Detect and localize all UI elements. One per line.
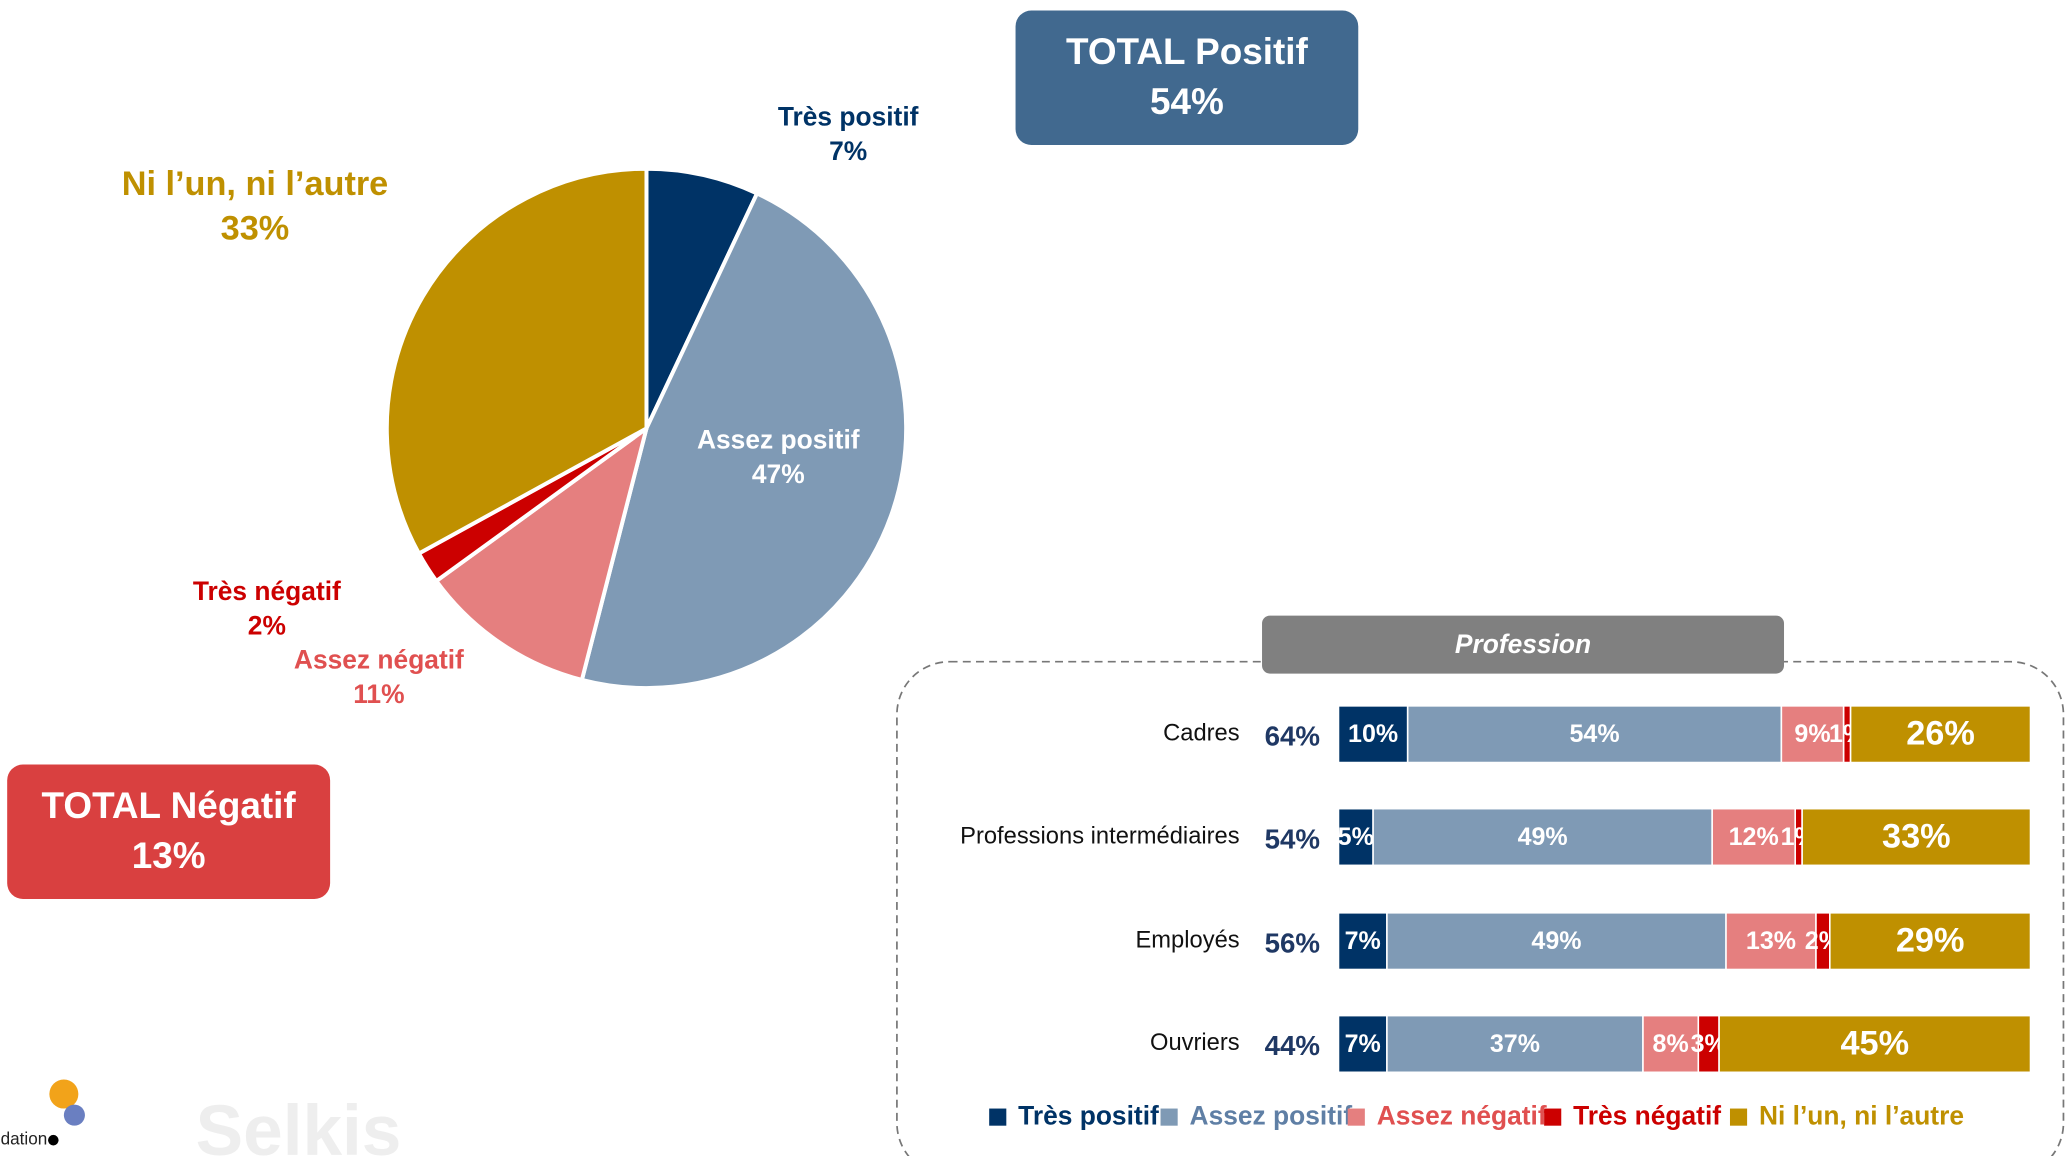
category-label: Cadres [1163,720,1239,746]
total-label: 56% [1265,927,1320,958]
pie-slice [579,190,909,691]
bar-segment [1780,705,1845,764]
segment-label: 29% [1896,922,1965,960]
legend-swatch [1544,1108,1562,1126]
total-title: TOTAL Positif [1066,31,1309,72]
segment-label: 26% [1906,715,1975,753]
legend-swatch [1160,1108,1178,1126]
segment-label: 8% [1653,1030,1689,1058]
legend-label: Assez positif [1190,1101,1353,1131]
slice-label: Très négatif [193,576,341,606]
category-label: Professions intermédiaires [960,823,1239,849]
slice-label: Ni l’un, ni l’autre [122,165,389,203]
logo: Selkis [196,1092,402,1156]
pie-slice [384,166,649,557]
segment-label: 49% [1531,927,1581,955]
total-label: 64% [1265,720,1320,751]
bar-segment [1386,912,1727,971]
total-value: 13% [132,835,206,876]
total-box [1015,10,1359,145]
logo-dot [49,1079,79,1109]
segment-label: 5% [1338,823,1374,851]
slice-value: 7% [829,136,867,166]
legend-swatch [1729,1108,1748,1126]
slice-value: 2% [248,610,286,640]
slice-value: 33% [221,209,290,247]
total-label: 54% [1265,823,1320,854]
segment-label: 9% [1794,720,1830,748]
bar-segment [1711,807,1797,867]
segment-label: 12% [1729,823,1779,851]
bar-segment [1642,1014,1700,1074]
bar-segment [1718,1014,2032,1074]
bar-segment [1725,912,1817,971]
total-box [7,764,331,899]
slice-value: 11% [353,679,404,709]
bar-segment [1337,705,1409,764]
legend-label: Très positif [1018,1101,1159,1131]
segment-label: 45% [1841,1024,1910,1062]
segment-label: 49% [1518,823,1568,851]
group-header [1262,615,1785,674]
pie-slice [433,423,650,683]
pie-slice [644,166,760,430]
bar-segment [1337,807,1374,867]
legend-label: Ni l’un, ni l’autre [1759,1101,1964,1131]
total-value: 54% [1150,81,1224,122]
slice-label: Très positif [778,102,919,132]
logo-dot [48,1134,59,1146]
total-title: TOTAL Négatif [42,785,297,826]
category-label: Employés [1135,927,1239,953]
partner-logo: dation [1,1129,48,1149]
bar-segment [1337,1014,1388,1074]
slice-label: Assez négatif [294,645,464,675]
bar-segment [1406,705,1783,764]
slice-value: 47% [752,459,805,489]
total-label: 44% [1265,1030,1320,1061]
group-title: Profession [1455,629,1591,659]
segment-label: 33% [1882,817,1951,855]
bar-segment [1801,807,2032,867]
slice-label: Assez positif [697,425,860,455]
bar-segment [1829,912,2032,971]
legend-label: Assez négatif [1377,1101,1547,1131]
segment-label: 7% [1345,927,1381,955]
segment-label: 13% [1746,927,1796,955]
category-label: Ouvriers [1150,1030,1240,1056]
bar-segment [1386,1014,1644,1074]
legend-swatch [1347,1108,1365,1126]
logo-dot [63,1104,85,1126]
legend-swatch [989,1108,1007,1126]
segment-label: 7% [1345,1030,1381,1058]
bar-segment [1337,912,1388,971]
segment-label: 37% [1490,1030,1540,1058]
bar-segment [1849,705,2032,764]
segment-label: 54% [1569,720,1619,748]
segment-label: 10% [1348,720,1398,748]
legend-label: Très négatif [1573,1101,1721,1131]
